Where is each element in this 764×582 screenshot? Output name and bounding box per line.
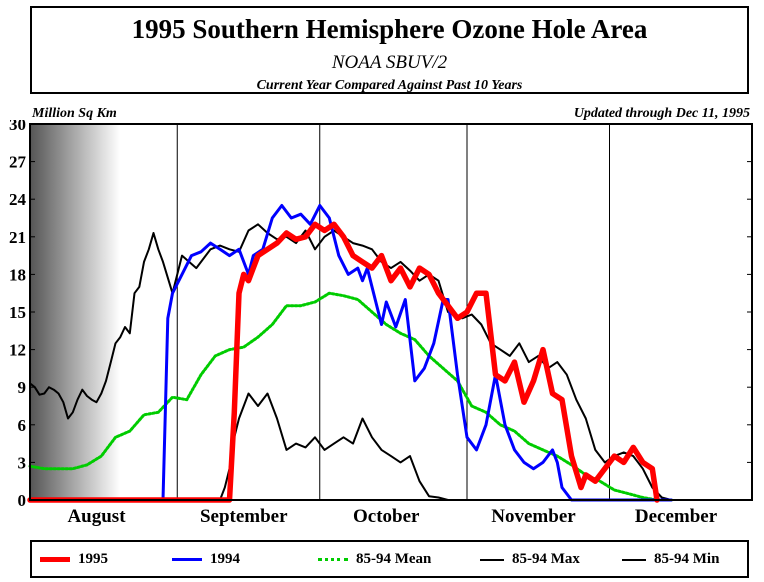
series-line-min <box>29 392 468 501</box>
legend-swatch-1994 <box>172 558 202 561</box>
legend-label-max: 85-94 Max <box>512 551 580 567</box>
y-tick-label: 6 <box>18 416 27 435</box>
legend-label-mean: 85-94 Mean <box>356 551 432 567</box>
title-box: 1995 Southern Hemisphere Ozone Hole Area… <box>30 6 749 94</box>
polar-night-shading <box>30 124 121 500</box>
series-line-mean <box>28 291 673 502</box>
y-tick-label: 0 <box>18 491 27 510</box>
chart-subtitle: NOAA SBUV/2 <box>331 52 448 73</box>
x-month-label-1: September <box>200 506 288 527</box>
y-tick-label: 12 <box>9 341 26 360</box>
y-tick-label: 27 <box>9 153 27 172</box>
legend-item-1995: 1995 <box>40 551 108 568</box>
chart-caption: Current Year Compared Against Past 10 Ye… <box>256 78 523 93</box>
ozone-chart: 0 3 6 9 12 15 18 21 24 27 30 August September Octobe… <box>9 120 753 527</box>
legend-swatch-min <box>622 558 646 561</box>
x-month-label-2: October <box>353 506 420 527</box>
legend-label-1994: 1994 <box>210 551 240 567</box>
legend-swatch-max <box>480 558 504 561</box>
chart-title: 1995 Southern Hemisphere Ozone Hole Area <box>131 14 648 44</box>
series-line-1995 <box>27 221 660 503</box>
legend-item-min: 85-94 Min <box>622 551 719 568</box>
x-month-label-4: December <box>635 506 718 527</box>
chart-legend: 1995 1994 85-94 Mean 85-94 Max 85-94 Min <box>30 540 749 578</box>
y-tick-label: 15 <box>9 303 26 322</box>
y-tick-label: 30 <box>9 120 26 134</box>
legend-label-1995: 1995 <box>78 551 108 567</box>
x-month-label-0: August <box>67 506 126 527</box>
legend-item-max: 85-94 Max <box>480 551 580 568</box>
y-tick-label: 9 <box>18 378 27 397</box>
y-tick-label: 3 <box>18 453 27 472</box>
y-axis-unit-label: Million Sq Km <box>32 106 117 121</box>
updated-label: Updated through Dec 11, 1995 <box>573 106 750 121</box>
x-month-label-3: November <box>491 506 576 527</box>
y-tick-label: 24 <box>9 190 27 209</box>
y-tick-label: 21 <box>9 228 26 247</box>
y-tick-label: 18 <box>9 265 26 284</box>
legend-swatch-1995 <box>40 557 70 562</box>
legend-item-1994: 1994 <box>172 551 240 568</box>
legend-label-min: 85-94 Min <box>654 551 720 567</box>
legend-item-mean: 85-94 Mean <box>318 551 431 568</box>
legend-swatch-mean <box>318 558 348 561</box>
